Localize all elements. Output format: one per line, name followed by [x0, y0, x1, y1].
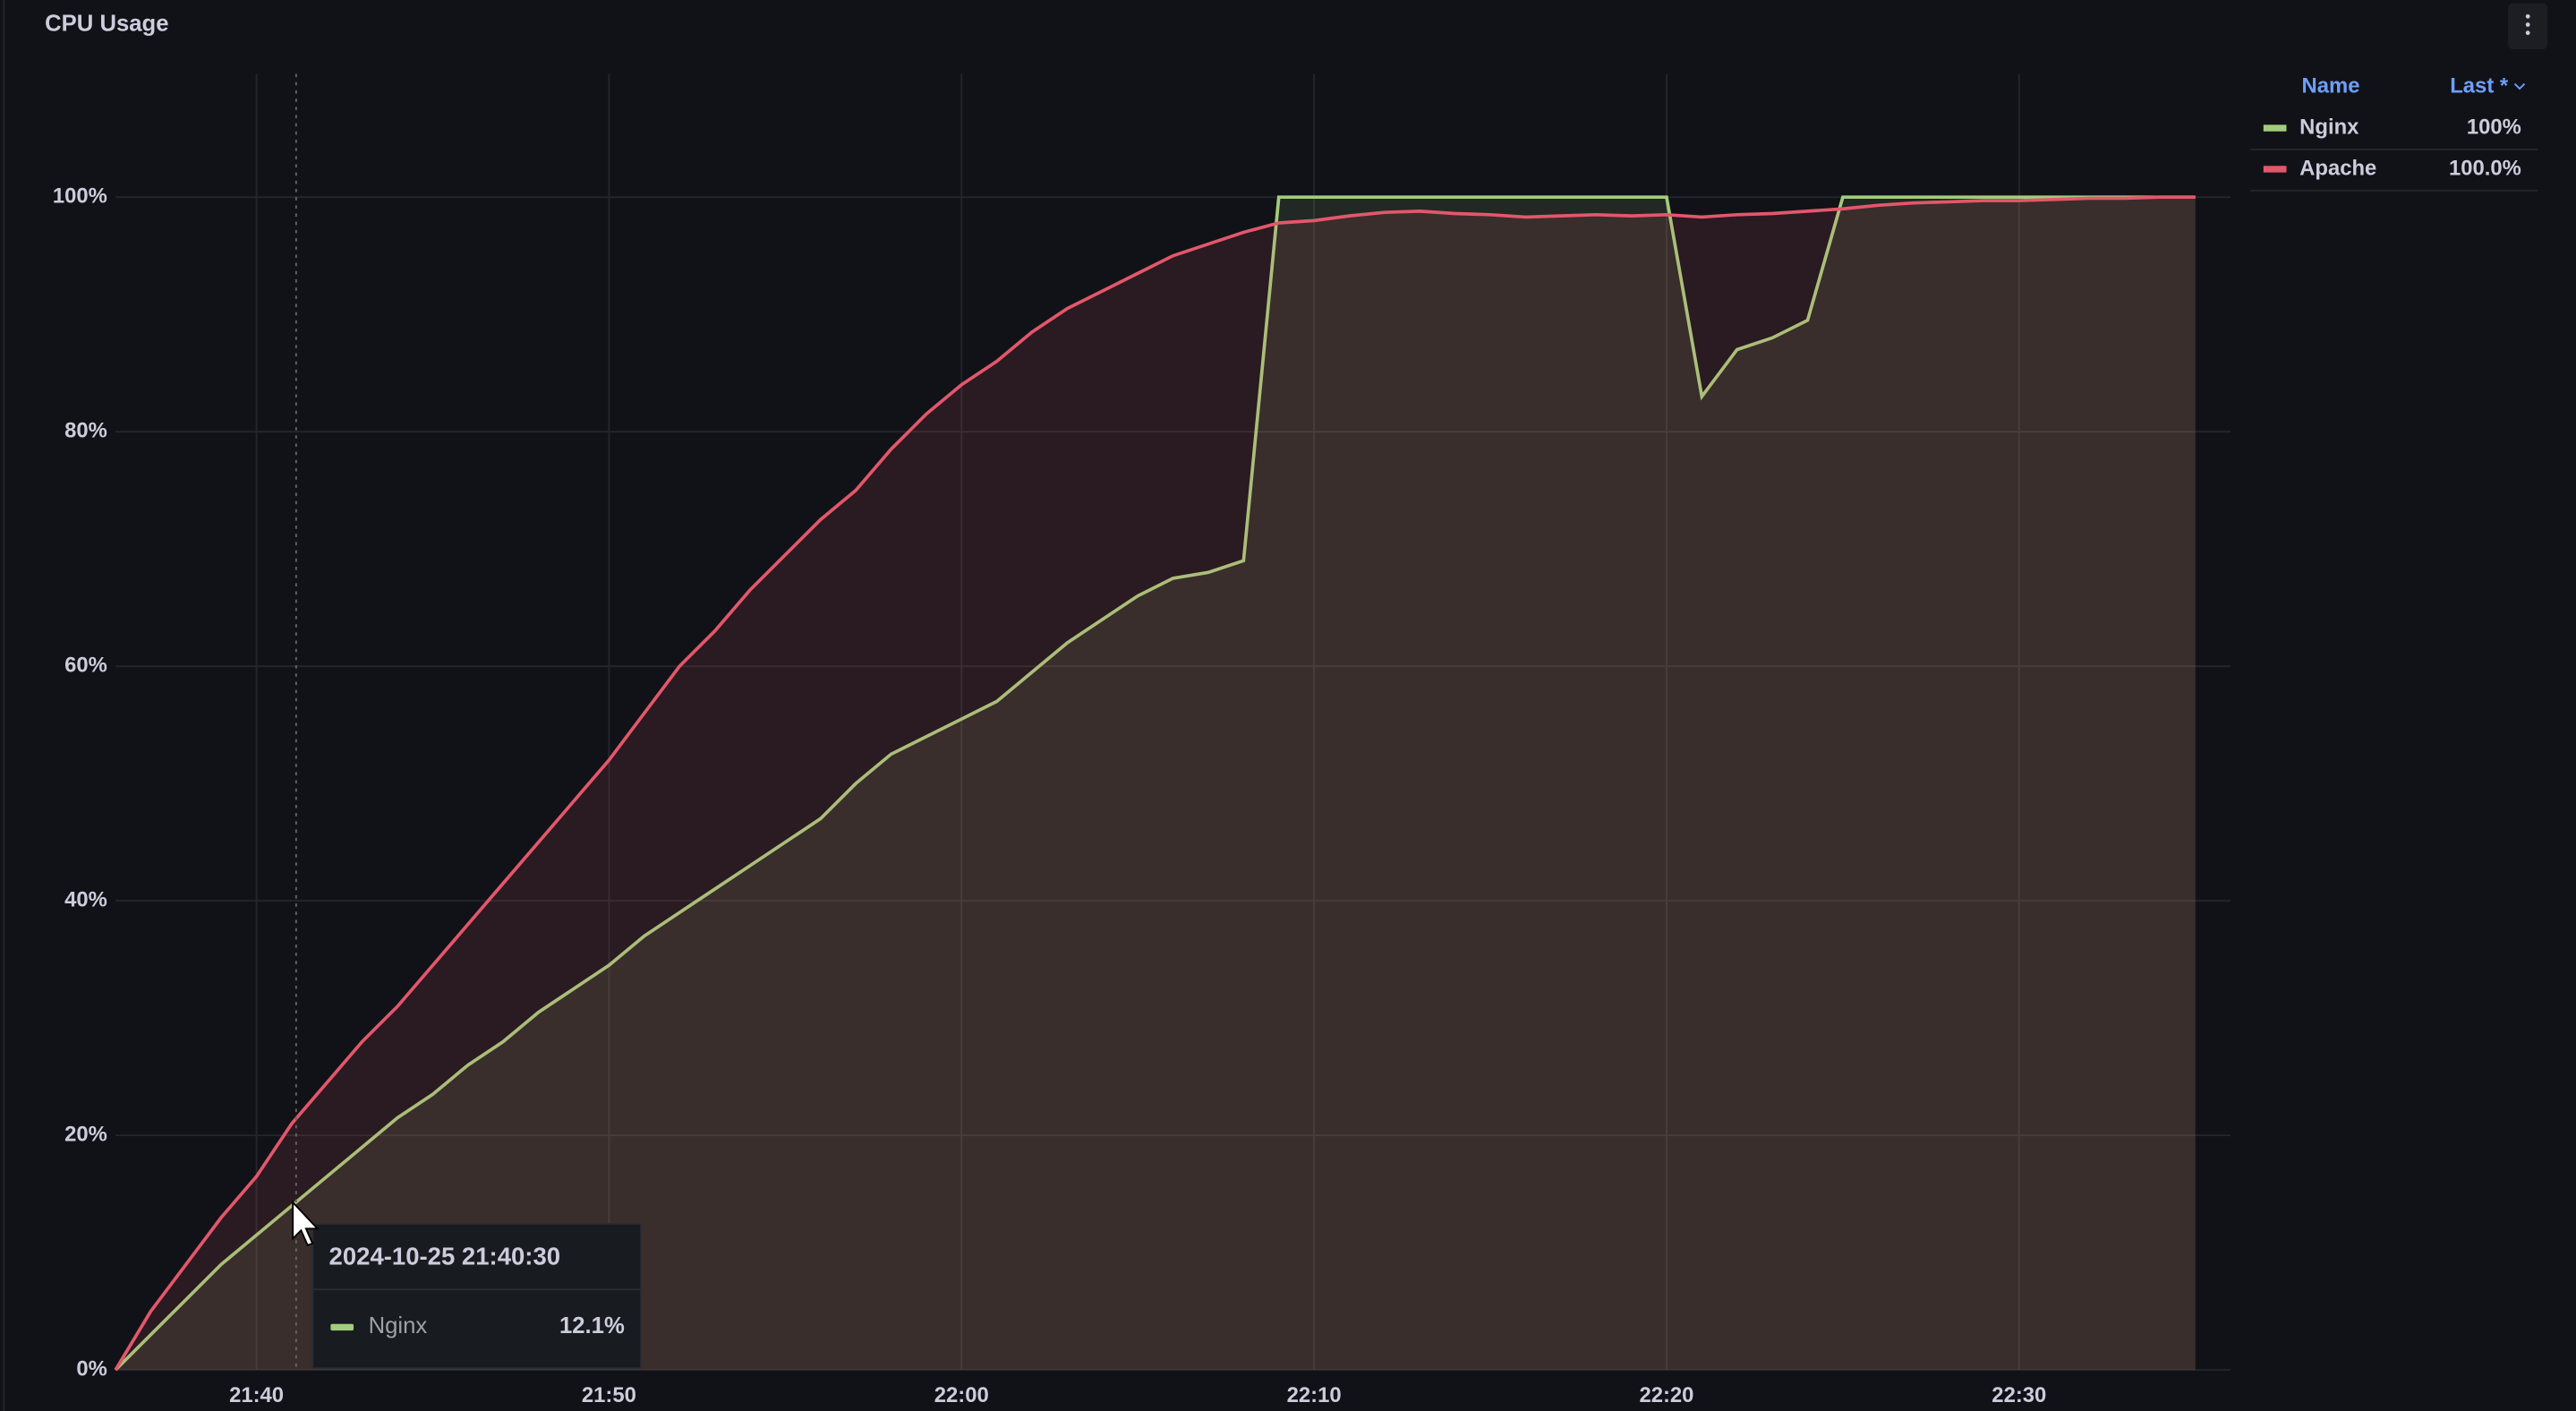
- tooltip-value: 12.1%: [559, 1313, 625, 1338]
- y-tick-label: 80%: [64, 418, 107, 442]
- menu-dot: [2525, 22, 2530, 27]
- menu-dot: [2525, 30, 2530, 36]
- y-tick-label: 0%: [76, 1356, 107, 1381]
- legend: Name Last * Nginx 100% Apache 100.0%: [2250, 74, 2538, 192]
- cursor: [292, 1200, 320, 1246]
- legend-last: 100%: [2467, 115, 2521, 139]
- y-tick-label: 20%: [64, 1122, 107, 1146]
- area: [115, 197, 2196, 1371]
- y-tick-label: 100%: [53, 184, 107, 208]
- tooltip-box: [311, 1222, 643, 1370]
- legend-header[interactable]: Name: [2302, 74, 2360, 98]
- x-tick-label: 21:40: [229, 1383, 284, 1407]
- x-tick-label: 22:00: [934, 1383, 989, 1407]
- x-tick-label: 21:50: [582, 1383, 636, 1407]
- area: [115, 197, 2196, 1371]
- legend-last: 100.0%: [2449, 156, 2521, 180]
- x-tick-label: 22:30: [1992, 1383, 2046, 1407]
- y-tick-label: 60%: [64, 653, 107, 677]
- menu-dot: [2525, 13, 2530, 19]
- legend-name: Apache: [2299, 156, 2376, 180]
- tooltip-title: 2024-10-25 21:40:30: [329, 1243, 561, 1270]
- sort-icon: [2513, 82, 2526, 90]
- tooltip-series: Nginx: [369, 1313, 428, 1338]
- x-tick-label: 22:10: [1287, 1383, 1342, 1407]
- panel-title: CPU Usage: [45, 11, 168, 36]
- plot-area: 0% 20% 40% 60% 80% 100% 21:40 21:50 22:00 22:10 22…: [53, 73, 2231, 1407]
- tooltip: 2024-10-25 21:40:30 Nginx 12.1%: [311, 1222, 643, 1370]
- legend-name: Nginx: [2299, 115, 2359, 139]
- line: [114, 195, 2196, 1372]
- tooltip-swatch: [330, 1323, 354, 1331]
- line: [114, 195, 2196, 1372]
- x-tick-label: 22:20: [1639, 1383, 1693, 1407]
- legend-header[interactable]: Last *: [2450, 74, 2509, 98]
- y-tick-label: 40%: [64, 887, 107, 911]
